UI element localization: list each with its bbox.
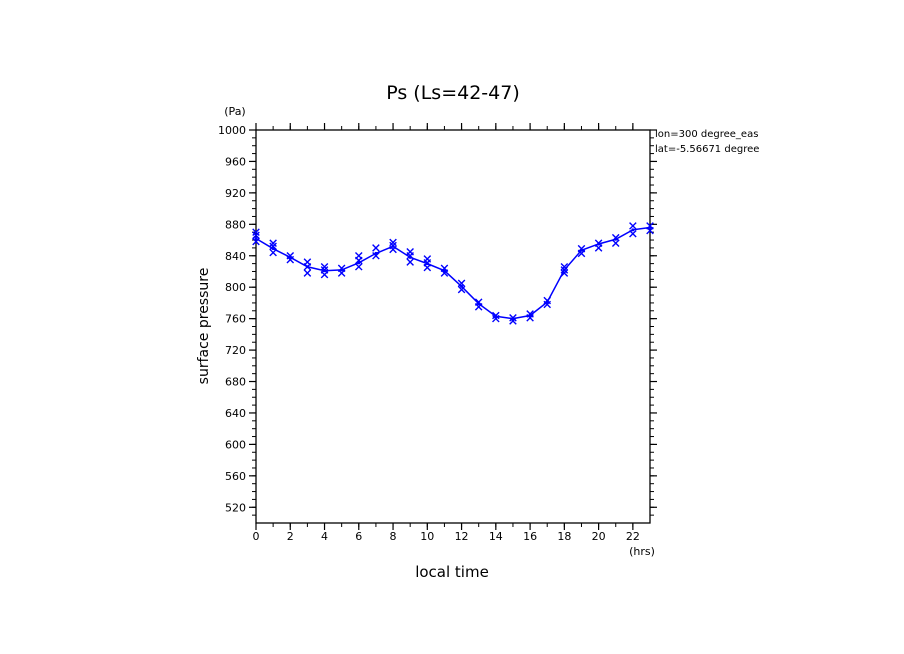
x-marker — [269, 239, 277, 247]
x-marker — [269, 248, 277, 257]
x-marker — [629, 229, 637, 238]
y-tick-label: 720 — [225, 344, 246, 357]
x-marker — [509, 314, 517, 322]
x-tick-label: 6 — [355, 530, 362, 543]
x-axis-label: local time — [415, 563, 489, 581]
chart-title: Ps (Ls=42-47) — [386, 82, 520, 104]
series-line — [255, 226, 651, 320]
y-tick-label: 960 — [225, 155, 246, 168]
y-tick-label: 560 — [225, 470, 246, 483]
x-marker — [457, 285, 466, 294]
x-marker — [560, 262, 569, 271]
x-marker — [406, 248, 414, 256]
x-tick-label: 16 — [523, 530, 537, 543]
x-marker — [492, 311, 500, 320]
axes: 5205606006406807207608008408809209601000… — [218, 123, 657, 543]
x-marker — [286, 251, 295, 260]
x-marker — [354, 262, 363, 271]
y-tick-label: 520 — [225, 501, 246, 514]
x-marker — [320, 262, 329, 271]
x-marker — [440, 264, 449, 273]
series-point — [460, 284, 464, 288]
x-marker — [474, 298, 483, 306]
series-point — [631, 228, 635, 232]
y-tick-label: 640 — [225, 407, 246, 420]
x-marker — [543, 296, 552, 305]
y-axis-unit: (Pa) — [224, 105, 245, 118]
x-marker — [389, 241, 397, 250]
x-marker — [509, 317, 517, 325]
x-marker — [492, 314, 500, 323]
x-marker — [406, 258, 414, 266]
y-tick-label: 680 — [225, 376, 246, 389]
x-marker — [252, 228, 260, 236]
y-tick-label: 800 — [225, 281, 246, 294]
x-marker — [560, 266, 569, 274]
x-marker — [337, 264, 346, 273]
data-marks — [252, 222, 654, 325]
x-tick-label: 0 — [253, 530, 260, 543]
x-tick-label: 20 — [592, 530, 606, 543]
y-axis-label: surface pressure — [196, 268, 212, 385]
latitude-annotation: lat=-5.56671 degree — [655, 144, 759, 155]
x-marker — [526, 310, 534, 318]
x-tick-label: 10 — [420, 530, 434, 543]
x-marker — [611, 239, 620, 247]
x-marker — [594, 239, 603, 247]
x-marker — [560, 269, 569, 277]
x-marker — [646, 222, 654, 230]
x-marker — [269, 242, 277, 251]
x-marker — [252, 237, 260, 246]
x-marker — [457, 279, 466, 288]
x-marker — [303, 258, 312, 266]
x-tick-label: 18 — [557, 530, 571, 543]
x-tick-label: 2 — [287, 530, 294, 543]
x-marker — [354, 251, 363, 260]
y-tick-label: 760 — [225, 313, 246, 326]
x-marker — [389, 238, 397, 247]
x-marker — [423, 255, 432, 263]
series-point — [254, 236, 258, 240]
x-marker — [611, 233, 620, 242]
x-tick-label: 14 — [489, 530, 503, 543]
x-marker — [303, 269, 312, 277]
x-axis-unit: (hrs) — [629, 545, 655, 558]
x-marker — [372, 251, 380, 260]
y-tick-label: 840 — [225, 250, 246, 263]
x-marker — [577, 244, 586, 253]
y-tick-label: 1000 — [218, 124, 246, 137]
x-tick-label: 8 — [390, 530, 397, 543]
y-tick-label: 920 — [225, 187, 246, 200]
x-marker — [372, 244, 380, 252]
x-marker — [252, 231, 260, 240]
x-marker — [320, 266, 329, 274]
x-tick-label: 12 — [455, 530, 469, 543]
plot-frame — [255, 129, 651, 524]
x-marker — [629, 222, 637, 230]
y-tick-label: 600 — [225, 438, 246, 451]
y-tick-label: 880 — [225, 218, 246, 231]
x-tick-label: 22 — [626, 530, 640, 543]
x-tick-label: 4 — [321, 530, 328, 543]
longitude-annotation: lon=300 degree_eas — [655, 129, 758, 140]
